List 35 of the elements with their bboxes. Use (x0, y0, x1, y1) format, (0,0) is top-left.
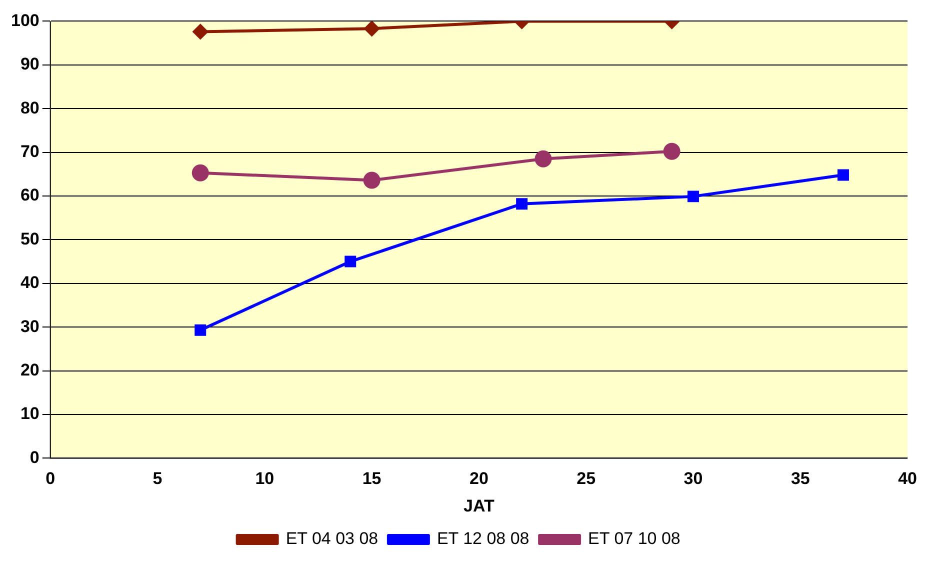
point (838, 169, 849, 181)
x-tick-label: 20 (469, 469, 488, 488)
y-tick-label: 80 (20, 98, 40, 118)
point (192, 24, 208, 40)
point (688, 190, 699, 202)
y-tick-label: 50 (20, 229, 40, 248)
x-tick-label: 15 (362, 469, 382, 488)
y-tick-label: 30 (20, 316, 40, 336)
x-tick-label: 5 (152, 469, 162, 488)
point (663, 142, 680, 160)
point (192, 164, 209, 182)
x-tick-label: 0 (46, 469, 56, 488)
x-tick-label: 30 (684, 469, 703, 488)
legend-label: ET 12 08 08 (436, 529, 530, 548)
point (534, 150, 552, 168)
y-tick-label: 0 (30, 448, 40, 467)
x-axis-title: JAT (464, 496, 495, 516)
y-tick-label: 100 (10, 10, 40, 30)
y-tick-label: 10 (20, 404, 40, 424)
x-tick-label: 10 (255, 469, 274, 488)
y-tick-label: 70 (20, 142, 40, 161)
point (194, 324, 206, 336)
y-tick-label: 40 (20, 273, 40, 292)
y-tick-label: 90 (20, 54, 40, 74)
point (364, 21, 380, 36)
point (344, 256, 356, 268)
x-tick-label: 35 (790, 469, 810, 488)
point (363, 172, 380, 189)
x-tick-label: 40 (898, 469, 918, 488)
y-tick-label: 60 (20, 186, 40, 205)
legend-label: ET 07 10 08 (588, 529, 680, 548)
x-tick-label: 25 (576, 469, 596, 488)
point (516, 198, 528, 210)
y-tick-label: 20 (20, 360, 40, 380)
legend-label: ET 04 03 08 (286, 529, 378, 548)
